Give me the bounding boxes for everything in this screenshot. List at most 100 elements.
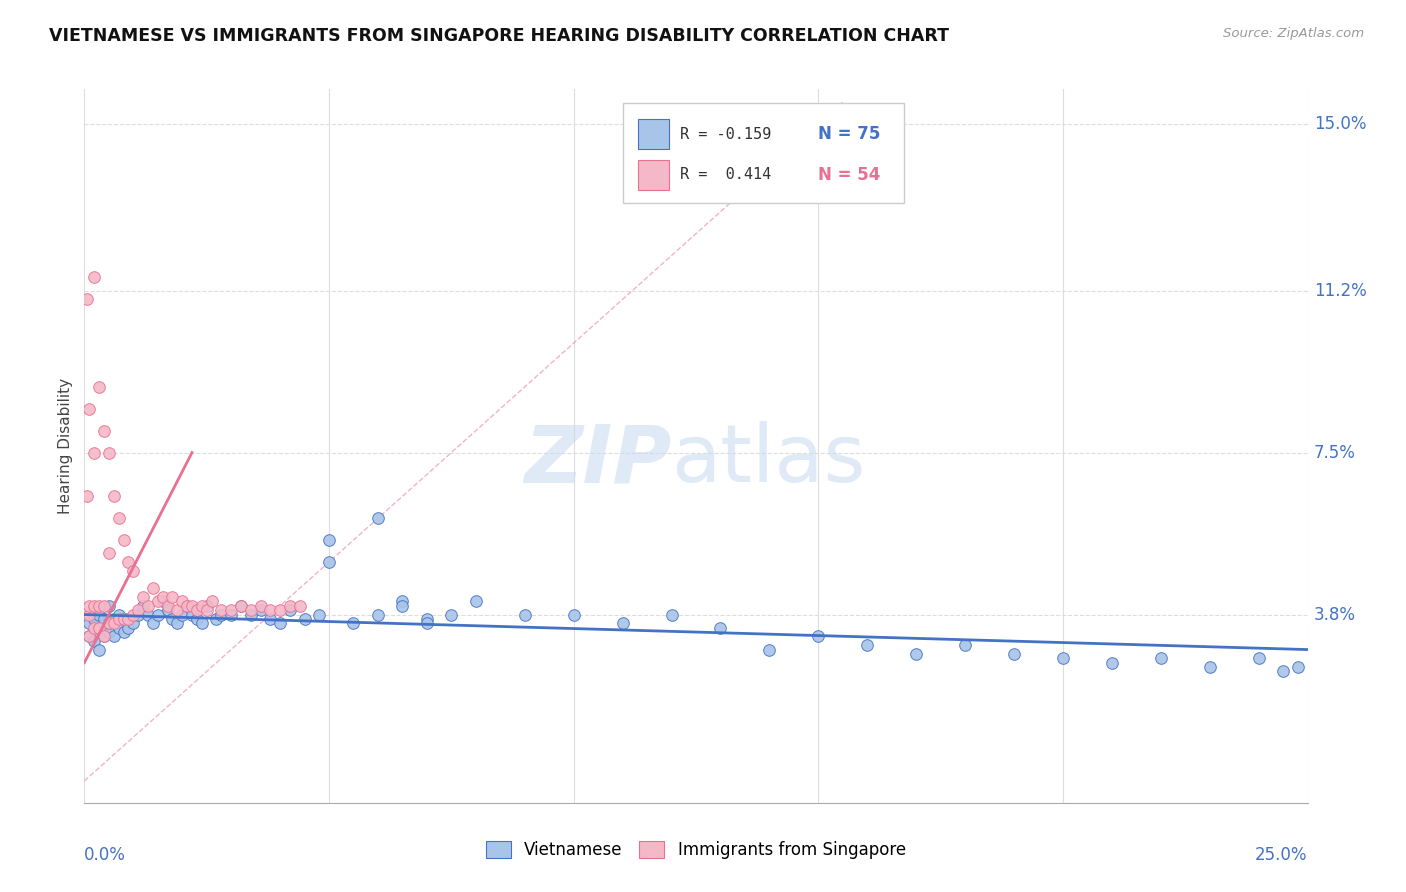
Point — [142, 616, 165, 631]
Point — [249, 603, 271, 617]
Point — [117, 621, 139, 635]
Point — [97, 599, 120, 613]
Point — [205, 612, 228, 626]
Point — [229, 599, 252, 613]
Point — [122, 616, 145, 631]
Point — [166, 603, 188, 617]
Point — [132, 590, 155, 604]
Point — [318, 533, 340, 548]
Point — [77, 616, 100, 631]
Point — [87, 607, 110, 622]
Point — [93, 612, 115, 626]
Point — [87, 642, 110, 657]
Point — [152, 590, 174, 604]
Point — [294, 612, 316, 626]
Point — [93, 629, 115, 643]
Text: 7.5%: 7.5% — [1313, 443, 1355, 461]
Point — [136, 607, 159, 622]
Point — [229, 599, 252, 613]
Point — [259, 612, 281, 626]
Point — [83, 621, 105, 635]
Point — [122, 607, 145, 622]
Point — [953, 638, 976, 652]
Point — [103, 616, 125, 631]
Point — [83, 633, 105, 648]
Point — [146, 607, 169, 622]
Point — [259, 603, 281, 617]
Point — [181, 599, 204, 613]
FancyBboxPatch shape — [623, 103, 904, 203]
Point — [127, 607, 149, 622]
Text: 11.2%: 11.2% — [1313, 282, 1367, 300]
Text: 0.0%: 0.0% — [84, 846, 127, 863]
Point — [97, 616, 120, 631]
Y-axis label: Hearing Disability: Hearing Disability — [58, 378, 73, 514]
Point — [416, 616, 439, 631]
Text: atlas: atlas — [672, 421, 866, 500]
Point — [127, 603, 149, 617]
Point — [200, 594, 222, 608]
Point — [107, 607, 129, 622]
Point — [758, 642, 780, 657]
Point — [1286, 660, 1309, 674]
Point — [112, 533, 135, 548]
Point — [97, 445, 120, 459]
Text: N = 54: N = 54 — [818, 166, 880, 184]
Point — [76, 489, 98, 503]
Point — [1002, 647, 1025, 661]
Point — [562, 607, 585, 622]
Text: Source: ZipAtlas.com: Source: ZipAtlas.com — [1223, 27, 1364, 40]
Text: 15.0%: 15.0% — [1313, 115, 1367, 133]
Point — [1150, 651, 1173, 665]
Point — [77, 401, 100, 416]
Point — [269, 603, 291, 617]
Point — [367, 607, 389, 622]
Point — [1101, 656, 1123, 670]
Point — [117, 555, 139, 569]
Point — [136, 599, 159, 613]
Point — [107, 621, 129, 635]
Point — [219, 607, 242, 622]
Point — [288, 599, 311, 613]
Point — [186, 603, 208, 617]
Point — [146, 594, 169, 608]
Point — [209, 607, 232, 622]
Point — [186, 612, 208, 626]
Point — [191, 616, 214, 631]
Point — [156, 599, 179, 613]
Point — [807, 629, 830, 643]
FancyBboxPatch shape — [638, 160, 669, 190]
Text: R =  0.414: R = 0.414 — [681, 168, 772, 182]
Point — [77, 629, 100, 643]
Point — [83, 599, 105, 613]
Point — [278, 599, 301, 613]
Point — [107, 511, 129, 525]
Point — [93, 599, 115, 613]
Legend: Vietnamese, Immigrants from Singapore: Vietnamese, Immigrants from Singapore — [479, 834, 912, 866]
Point — [166, 616, 188, 631]
Point — [93, 629, 115, 643]
Point — [103, 489, 125, 503]
Text: ZIP: ZIP — [524, 421, 672, 500]
FancyBboxPatch shape — [638, 120, 669, 149]
Point — [391, 594, 413, 608]
Point — [77, 629, 100, 643]
Point — [172, 607, 194, 622]
Point — [209, 603, 232, 617]
Text: 25.0%: 25.0% — [1256, 846, 1308, 863]
Point — [172, 594, 194, 608]
Point — [513, 607, 536, 622]
Point — [112, 612, 135, 626]
Point — [239, 607, 262, 622]
Point — [117, 612, 139, 626]
Point — [440, 607, 463, 622]
Point — [97, 616, 120, 631]
Point — [162, 612, 184, 626]
Point — [83, 612, 105, 626]
Point — [661, 607, 683, 622]
Point — [103, 629, 125, 643]
Point — [97, 625, 120, 640]
Point — [83, 270, 105, 285]
Point — [1052, 651, 1074, 665]
Point — [1247, 651, 1270, 665]
